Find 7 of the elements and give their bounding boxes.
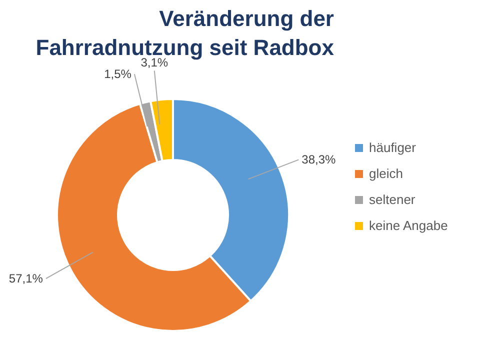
legend-label: häufiger: [369, 139, 416, 157]
legend-label: keine Angabe: [369, 217, 448, 235]
data-label: 1,5%: [104, 67, 132, 82]
legend-label: gleich: [369, 165, 403, 183]
data-label: 57,1%: [8, 272, 44, 286]
data-label: 38,3%: [302, 152, 336, 167]
legend-label: seltener: [369, 191, 416, 209]
